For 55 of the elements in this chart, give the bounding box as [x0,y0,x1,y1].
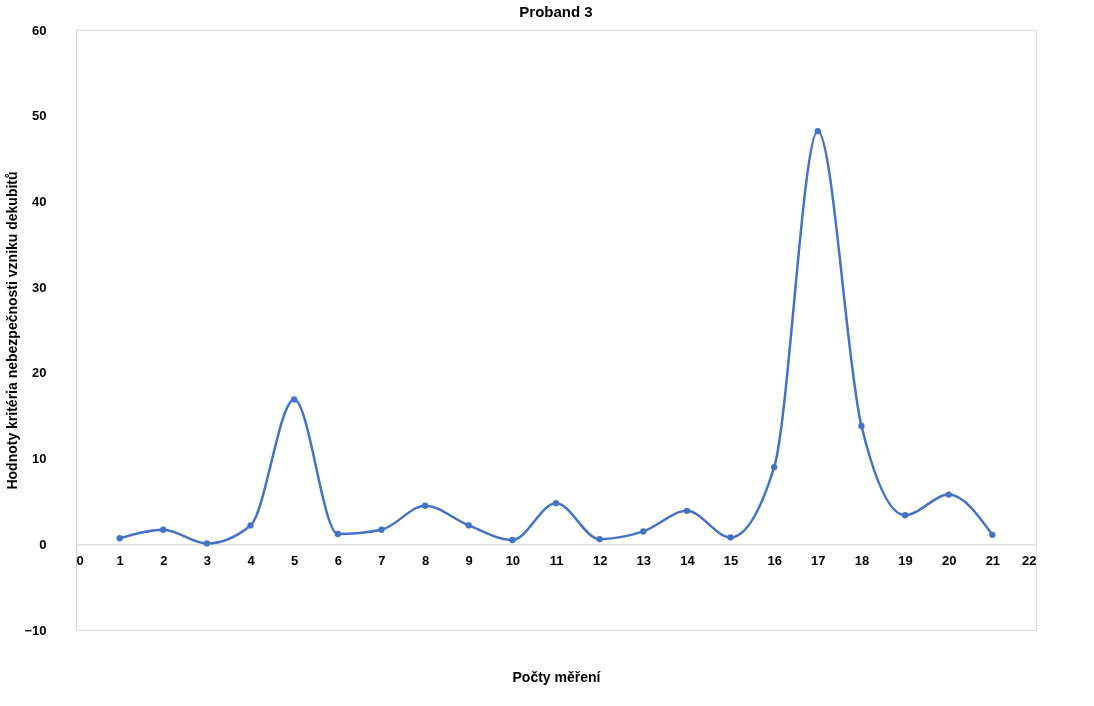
y-tick-label: 30 [32,279,47,295]
chart-title: Proband 3 [519,3,593,20]
x-tick-label: 22 [1022,552,1037,568]
point [727,534,734,541]
x-tick-label: 1 [116,552,124,568]
point [552,499,560,507]
point [160,526,167,533]
point [203,540,211,547]
x-tick-label: 7 [378,552,386,568]
y-axis-title: Hodnoty kritéria nebezpečnosti vzniku dekubitů [4,171,21,490]
x-tick-label: 5 [291,552,299,568]
point [683,507,691,515]
x-tick-label: 15 [723,552,739,568]
point [509,536,516,544]
x-tick-label: 10 [505,552,521,568]
y-tick-label: 40 [32,193,47,209]
point [334,530,341,538]
point [465,522,472,529]
x-tick-label: 6 [334,552,342,568]
y-tick-label: 10 [32,451,47,467]
point [247,522,254,529]
x-tick-label: 2 [160,552,168,568]
point [421,502,429,509]
point [814,127,821,135]
x-tick-label: 8 [421,552,430,568]
x-tick-label: 17 [811,552,826,568]
point [989,531,996,539]
x-tick-label: 3 [203,552,212,568]
x-tick-label: 16 [767,552,782,568]
point [378,526,385,533]
x-tick-label: 12 [592,552,608,568]
point [771,463,778,471]
x-axis-title: Počty měření [512,668,602,685]
x-tick-label: 13 [636,552,652,568]
x-tick-label: 14 [680,552,696,568]
y-tick-label: 20 [32,365,47,381]
point [858,422,865,430]
x-tick-label: 18 [854,552,870,568]
x-tick-label: 0 [76,552,84,568]
point [945,491,952,498]
x-tick-label: 4 [247,552,256,568]
x-tick-label: 11 [549,552,564,568]
point [116,535,123,542]
y-tick-label: 50 [32,108,47,124]
x-tick-label: 9 [465,552,473,568]
point [291,396,298,403]
point [596,535,603,543]
y-tick-label: 0 [39,536,47,552]
x-tick-label: 19 [898,552,913,568]
point [640,528,647,535]
point [901,511,909,519]
x-tick-label: 21 [985,552,1001,568]
x-tick-label: 20 [941,552,957,568]
y-tick-label: −10 [24,622,47,638]
y-tick-label: 60 [32,22,47,38]
